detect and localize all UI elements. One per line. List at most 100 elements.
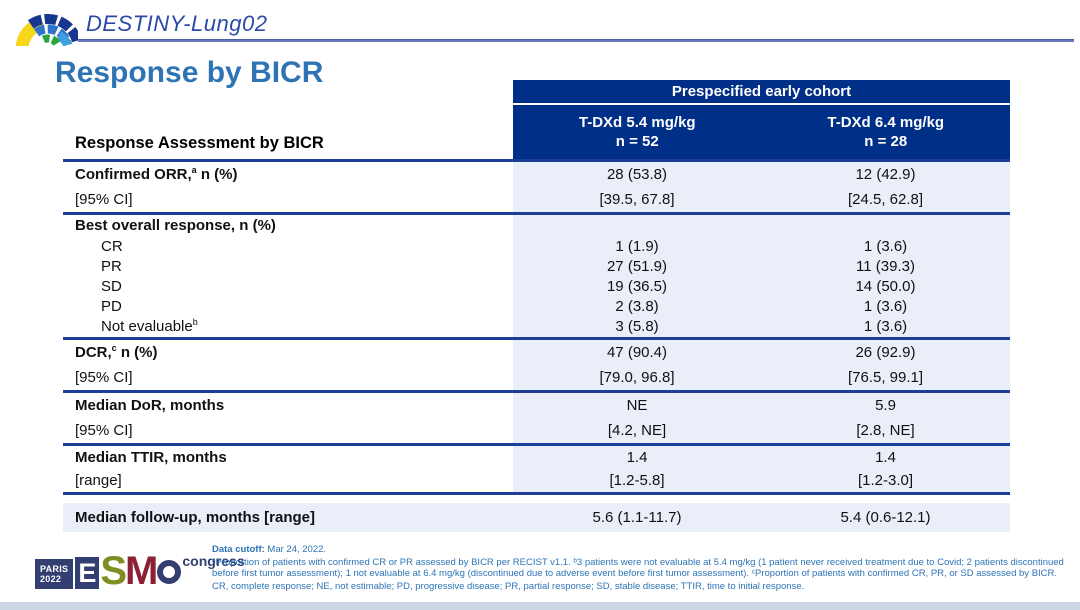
esmo-letter-m: M — [125, 549, 159, 593]
data-cutoff-value: Mar 24, 2022. — [264, 544, 327, 555]
row-median-followup: Median follow-up, months [range] 5.6 (1.… — [63, 503, 1010, 532]
row-label: [range] — [75, 472, 122, 489]
cell-54: [4.2, NE] — [513, 418, 761, 443]
row-label: [95% CI] — [75, 422, 133, 439]
section-divider — [63, 390, 1010, 393]
year-label: 2022 — [40, 574, 62, 584]
footnote-abbreviations: CR, complete response; NE, not estimable… — [212, 580, 805, 592]
cell-64: 5.4 (0.6-12.1) — [761, 503, 1010, 532]
footnote-marker: c — [111, 343, 117, 353]
header-spacer — [63, 80, 513, 103]
table-row: PD 2 (3.8) 1 (3.6) — [63, 297, 1010, 317]
row-label: Confirmed ORR,a n (%) — [75, 165, 238, 184]
logo-outer-arc — [27, 13, 78, 43]
section-best-overall-response: Best overall response, n (%) CR 1 (1.9) … — [63, 215, 1010, 337]
table-row: Not evaluableb 3 (5.8) 1 (3.6) — [63, 317, 1010, 337]
bottom-edge-bar — [0, 602, 1080, 610]
row-label: [95% CI] — [75, 369, 133, 386]
paris-2022-badge: PARIS 2022 — [35, 559, 74, 589]
row-label: [95% CI] — [75, 191, 133, 208]
section-orr: Confirmed ORR,a n (%) 28 (53.8) 12 (42.9… — [63, 162, 1010, 212]
section-divider — [63, 212, 1010, 215]
cell-54 — [513, 215, 761, 237]
logo-yellow-arc — [15, 18, 44, 46]
esmo-congress-logo: PARIS 2022 E S M congress — [35, 549, 245, 593]
table-row: DCR,c n (%) 47 (90.4) 26 (92.9) — [63, 340, 1010, 365]
cell-64: [76.5, 99.1] — [761, 365, 1010, 390]
study-title: DESTINY-Lung02 — [86, 11, 268, 36]
logo-inner-arc — [41, 34, 62, 46]
row-label: Not evaluableb — [101, 317, 198, 336]
results-table: Prespecified early cohort Response Asses… — [63, 80, 1010, 532]
section-divider — [63, 443, 1010, 446]
table-row: [95% CI] [39.5, 67.8] [24.5, 62.8] — [63, 187, 1010, 212]
column-n: n = 52 — [615, 133, 659, 150]
table-row: Median TTIR, months 1.4 1.4 — [63, 446, 1010, 469]
cell-64: 26 (92.9) — [761, 340, 1010, 365]
table-row: [95% CI] [4.2, NE] [2.8, NE] — [63, 418, 1010, 443]
row-label: PR — [101, 258, 122, 275]
data-cutoff-line: Data cutoff: Mar 24, 2022. — [212, 544, 1072, 556]
cell-64: 14 (50.0) — [761, 277, 1010, 297]
section-ttir: Median TTIR, months 1.4 1.4 [range] [1.2… — [63, 446, 1010, 492]
table-row: [range] [1.2-5.8] [1.2-3.0] — [63, 469, 1010, 492]
table-row: SD 19 (36.5) 14 (50.0) — [63, 277, 1010, 297]
table-row: PR 27 (51.9) 11 (39.3) — [63, 257, 1010, 277]
table-row: Best overall response, n (%) — [63, 215, 1010, 237]
footnote-notes: ᵃProportion of patients with confirmed C… — [212, 556, 1064, 580]
group-header: Prespecified early cohort — [513, 80, 1010, 103]
cell-64: 1 (3.6) — [761, 297, 1010, 317]
cell-54: 5.6 (1.1-11.7) — [513, 503, 761, 532]
cell-54: [79.0, 96.8] — [513, 365, 761, 390]
destiny-trial-logo — [15, 13, 78, 46]
row-label: Median TTIR, months — [75, 449, 227, 466]
row-label: PD — [101, 298, 122, 315]
row-label: CR — [101, 238, 123, 255]
column-name: T-DXd 6.4 mg/kg — [827, 114, 945, 131]
cell-54: NE — [513, 393, 761, 418]
paris-label: PARIS — [40, 564, 69, 574]
section-gap — [63, 495, 1010, 503]
data-cutoff-label: Data cutoff: — [212, 544, 265, 555]
cell-54: 19 (36.5) — [513, 277, 761, 297]
cell-54: 3 (5.8) — [513, 317, 761, 337]
header-divider-line — [78, 39, 1074, 42]
section-dcr: DCR,c n (%) 47 (90.4) 26 (92.9) [95% CI]… — [63, 340, 1010, 390]
row-axis-label: Response Assessment by BICR — [75, 134, 324, 152]
esmo-letter-o — [157, 560, 182, 584]
footnote-marker: a — [191, 165, 197, 175]
footnotes: Data cutoff: Mar 24, 2022. ᵃProportion o… — [212, 544, 1072, 592]
cell-54: 47 (90.4) — [513, 340, 761, 365]
cell-64: 12 (42.9) — [761, 162, 1010, 187]
logo-middle-arc — [33, 24, 73, 46]
congress-label: congress — [182, 553, 245, 569]
cell-64 — [761, 215, 1010, 237]
esmo-letter-e: E — [75, 557, 100, 589]
row-label: Median follow-up, months [range] — [63, 503, 513, 532]
section-dor: Median DoR, months NE 5.9 [95% CI] [4.2,… — [63, 393, 1010, 443]
cell-64: [24.5, 62.8] — [761, 187, 1010, 212]
section-divider — [63, 492, 1010, 495]
table-row: Median DoR, months NE 5.9 — [63, 393, 1010, 418]
table-group-header-row: Prespecified early cohort — [63, 80, 1010, 103]
cell-54: [39.5, 67.8] — [513, 187, 761, 212]
column-header-54mgkg: T-DXd 5.4 mg/kg n = 52 — [513, 105, 762, 159]
esmo-letter-s: S — [100, 549, 128, 593]
table-row: CR 1 (1.9) 1 (3.6) — [63, 237, 1010, 257]
cell-64: 1 (3.6) — [761, 237, 1010, 257]
column-header-64mgkg: T-DXd 6.4 mg/kg n = 28 — [762, 105, 1011, 159]
page-title: Response by BICR — [55, 56, 324, 89]
cell-64: 5.9 — [761, 393, 1010, 418]
table-column-header-row: Response Assessment by BICR T-DXd 5.4 mg… — [63, 105, 1010, 159]
cell-54: 27 (51.9) — [513, 257, 761, 277]
row-label: DCR,c n (%) — [75, 343, 158, 362]
column-headers: T-DXd 5.4 mg/kg n = 52 T-DXd 6.4 mg/kg n… — [513, 105, 1010, 159]
table-row: Confirmed ORR,a n (%) 28 (53.8) 12 (42.9… — [63, 162, 1010, 187]
cell-54: 1.4 — [513, 446, 761, 469]
row-label: SD — [101, 278, 122, 295]
section-divider — [63, 159, 1010, 162]
cell-54: 28 (53.8) — [513, 162, 761, 187]
cell-54: [1.2-5.8] — [513, 469, 761, 492]
cell-64: 1.4 — [761, 446, 1010, 469]
